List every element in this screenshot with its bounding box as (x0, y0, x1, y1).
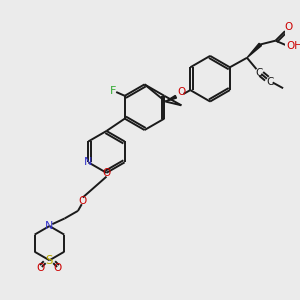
Text: O: O (54, 263, 62, 273)
Text: O: O (37, 263, 45, 273)
Text: C: C (256, 68, 263, 78)
Polygon shape (165, 95, 176, 101)
Text: C: C (266, 76, 274, 86)
Text: F: F (110, 86, 116, 96)
Text: S: S (46, 254, 53, 267)
Text: O: O (102, 168, 111, 178)
Polygon shape (247, 43, 262, 58)
Text: O: O (79, 196, 87, 206)
Text: O: O (178, 87, 186, 97)
Text: OH: OH (286, 41, 300, 51)
Text: N: N (84, 158, 93, 167)
Text: N: N (45, 221, 54, 231)
Text: O: O (285, 22, 293, 32)
